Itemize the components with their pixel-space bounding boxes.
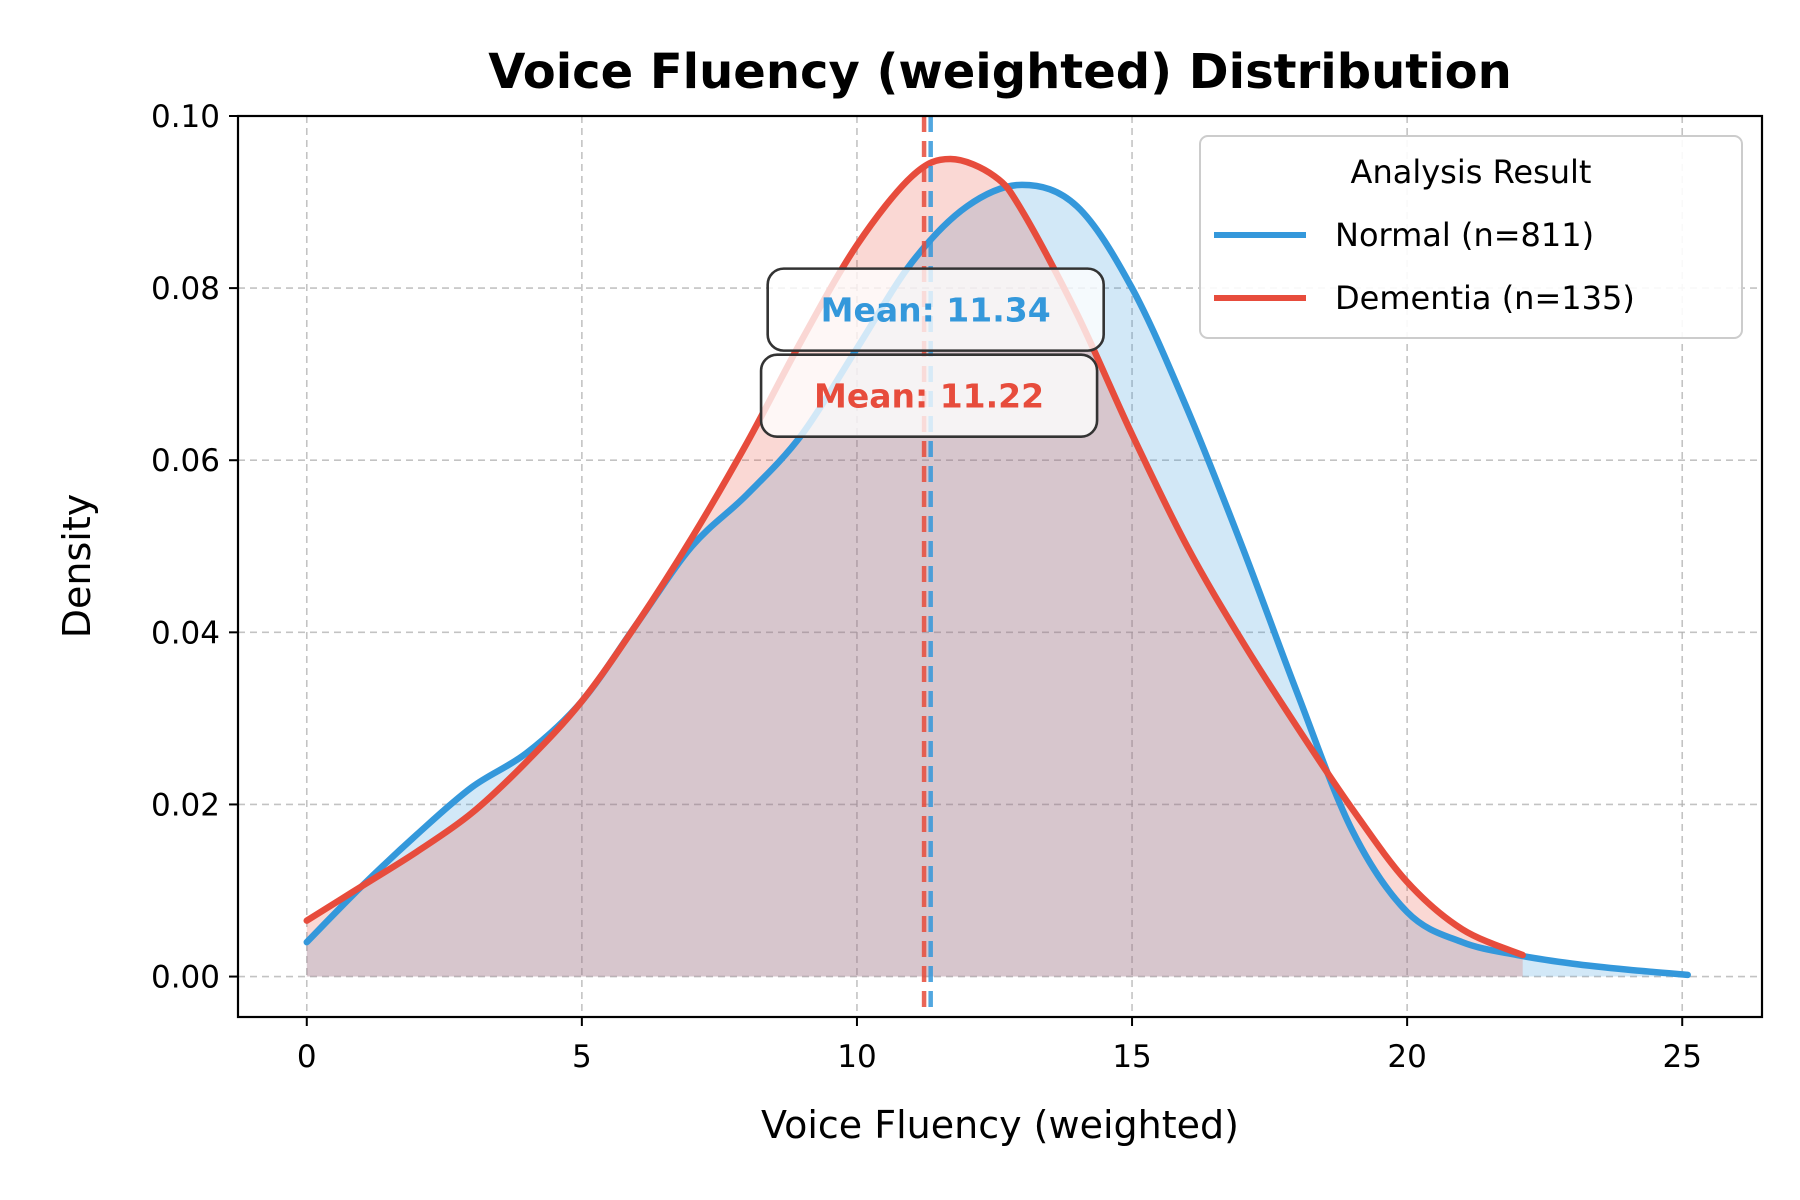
plot-frame [236, 114, 1764, 1019]
x-tick-label: 15 [1112, 1039, 1151, 1075]
legend-label-normal: Normal (n=811) [1335, 216, 1594, 254]
mean-annotation-box-dementia [759, 353, 1099, 438]
x-tick-label: 0 [297, 1039, 317, 1075]
mean-annotation-normal: Mean: 11.34 [821, 291, 1051, 330]
x-tick-label: 5 [572, 1039, 592, 1075]
area-fill-normal [306, 184, 1688, 977]
x-axis-ticks: 0 5 10 15 20 25 [297, 1017, 1702, 1075]
area-fill-dementia [306, 159, 1523, 977]
y-axis-label: Density [55, 494, 99, 638]
x-axis-label: Voice Fluency (weighted) [761, 1103, 1239, 1147]
y-tick-label: 0.08 [151, 271, 220, 307]
y-tick-label: 0.10 [151, 99, 220, 135]
mean-annotations: Mean: 11.34 Mean: 11.22 [759, 267, 1105, 438]
mean-lines [921, 116, 933, 1017]
legend-title: Analysis Result [1351, 153, 1592, 191]
series-line-dementia [303, 155, 1526, 959]
legend: Analysis Result Normal (n=811) Dementia … [1199, 135, 1743, 339]
y-tick-label: 0.04 [151, 615, 220, 651]
x-tick-label: 10 [837, 1039, 876, 1075]
legend-box [1199, 135, 1743, 339]
x-tick-label: 20 [1387, 1039, 1426, 1075]
area-fills [306, 159, 1688, 977]
y-axis-ticks: 0.00 0.02 0.04 0.06 0.08 0.10 [151, 99, 238, 996]
chart-title: Voice Fluency (weighted) Distribution [488, 44, 1512, 100]
y-tick-label: 0.06 [151, 443, 220, 479]
y-tick-label: 0.00 [151, 960, 220, 996]
legend-label-dementia: Dementia (n=135) [1335, 279, 1635, 317]
series-lines [303, 155, 1691, 979]
x-tick-label: 25 [1662, 1039, 1701, 1075]
mean-annotation-dementia: Mean: 11.22 [814, 377, 1044, 416]
mean-annotation-box-normal [766, 267, 1105, 352]
y-tick-label: 0.02 [151, 787, 220, 823]
